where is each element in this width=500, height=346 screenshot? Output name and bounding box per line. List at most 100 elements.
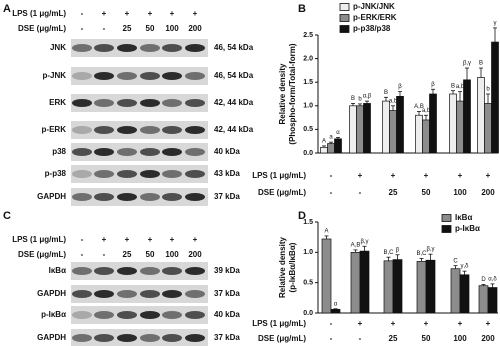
x-row-value: -	[330, 319, 333, 328]
significance-letter: α	[334, 301, 338, 307]
blot-band	[72, 72, 92, 80]
y-tick-label: 1.5	[303, 219, 313, 226]
bar	[459, 274, 470, 314]
significance-letter: β,γ	[426, 247, 434, 253]
y-tick-label: 1.0	[303, 103, 313, 110]
blot-size: 43 kDa	[214, 169, 240, 178]
blot-band	[140, 148, 160, 156]
blot-band	[140, 193, 160, 201]
blot-band	[94, 193, 114, 201]
y-tick-label: 0.0	[303, 150, 313, 157]
blot-band	[140, 267, 160, 275]
blot-band	[117, 126, 137, 134]
y-tick-label: 0.5	[303, 126, 313, 133]
x-row-value: -	[359, 334, 362, 343]
significance-letter: α,β	[363, 94, 372, 100]
blot-band	[162, 44, 182, 52]
blot-band	[117, 311, 137, 319]
bar	[382, 100, 390, 154]
x-row-value: +	[458, 171, 463, 180]
blot-band	[162, 193, 182, 201]
x-row-value: -	[330, 334, 333, 343]
condition-label: DSE (μg/mL)	[18, 24, 66, 33]
legend-label: p-p38/p38	[353, 24, 391, 33]
blot-band	[72, 334, 92, 342]
bar	[350, 251, 361, 314]
blot-band	[140, 290, 160, 298]
blot-band	[72, 290, 92, 298]
blot-size: 40 kDa	[214, 147, 240, 156]
significance-letter: β,γ	[360, 239, 368, 245]
bar	[359, 250, 370, 314]
blot-band	[94, 126, 114, 134]
blot-band	[162, 72, 182, 80]
blot-name: p-JNK	[42, 71, 66, 80]
x-row-label: DSE (μg/mL)	[258, 188, 306, 197]
blot-band	[94, 290, 114, 298]
condition-value: +	[170, 9, 175, 18]
condition-value: 100	[165, 250, 179, 259]
bar	[392, 259, 403, 314]
condition-value: +	[148, 9, 153, 18]
condition-value: +	[170, 235, 175, 244]
blot-band	[117, 99, 137, 107]
y-tick-label: 2.5	[303, 32, 313, 39]
blot-name: p-IκBα	[41, 310, 66, 319]
condition-value: 100	[165, 24, 179, 33]
bar	[320, 146, 328, 154]
condition-value: +	[102, 235, 107, 244]
significance-letter: A,B	[414, 104, 424, 110]
blot-size: 37 kDa	[214, 289, 240, 298]
bar	[334, 138, 342, 154]
blot-strip	[71, 39, 208, 57]
condition-label: DSE (μg/mL)	[18, 250, 66, 259]
x-row-value: 50	[422, 188, 431, 197]
condition-label: LPS (1 μg/mL)	[12, 235, 66, 244]
blot-band	[185, 267, 205, 275]
x-row-value: +	[391, 171, 396, 180]
legend-label: IκBα	[455, 213, 472, 222]
blot-size: 40 kDa	[214, 310, 240, 319]
blot-band	[185, 170, 205, 178]
bar	[484, 103, 492, 154]
blot-band	[162, 99, 182, 107]
legend-swatch	[441, 225, 452, 233]
blot-size: 37 kDa	[214, 333, 240, 342]
blot-size: 42, 44 kDa	[214, 125, 254, 134]
blot-band	[162, 148, 182, 156]
significance-letter: α	[336, 130, 340, 136]
y-axis-label: (p-IκBα/IκBα)	[288, 242, 297, 292]
bar	[396, 96, 404, 154]
blot-band	[185, 311, 205, 319]
x-row-value: +	[424, 319, 429, 328]
significance-letter: γ	[494, 20, 497, 26]
x-row-value: 100	[453, 334, 467, 343]
significance-letter: B	[479, 61, 483, 67]
blot-band	[72, 148, 92, 156]
blot-band	[162, 126, 182, 134]
blot-name: JNK	[50, 43, 66, 52]
condition-value: 25	[123, 24, 132, 33]
bar	[416, 261, 427, 314]
blot-size: 37 kDa	[214, 192, 240, 201]
bar	[463, 79, 471, 154]
significance-letter: B	[451, 83, 455, 89]
blot-band	[117, 290, 137, 298]
condition-value: -	[81, 24, 84, 33]
bar	[477, 77, 485, 154]
blot-band	[162, 267, 182, 275]
bar	[349, 105, 357, 154]
x-row-value: 200	[481, 188, 495, 197]
blot-strip	[71, 262, 208, 280]
significance-letter: A,B	[351, 242, 361, 248]
blot-band	[162, 290, 182, 298]
blot-band	[72, 99, 92, 107]
blot-band	[117, 72, 137, 80]
x-row-value: +	[458, 319, 463, 328]
bar	[363, 103, 371, 154]
y-tick-label: 0.0	[303, 310, 313, 317]
bar	[449, 93, 457, 154]
bar	[330, 309, 341, 314]
x-row-label: DSE (μg/mL)	[258, 334, 306, 343]
